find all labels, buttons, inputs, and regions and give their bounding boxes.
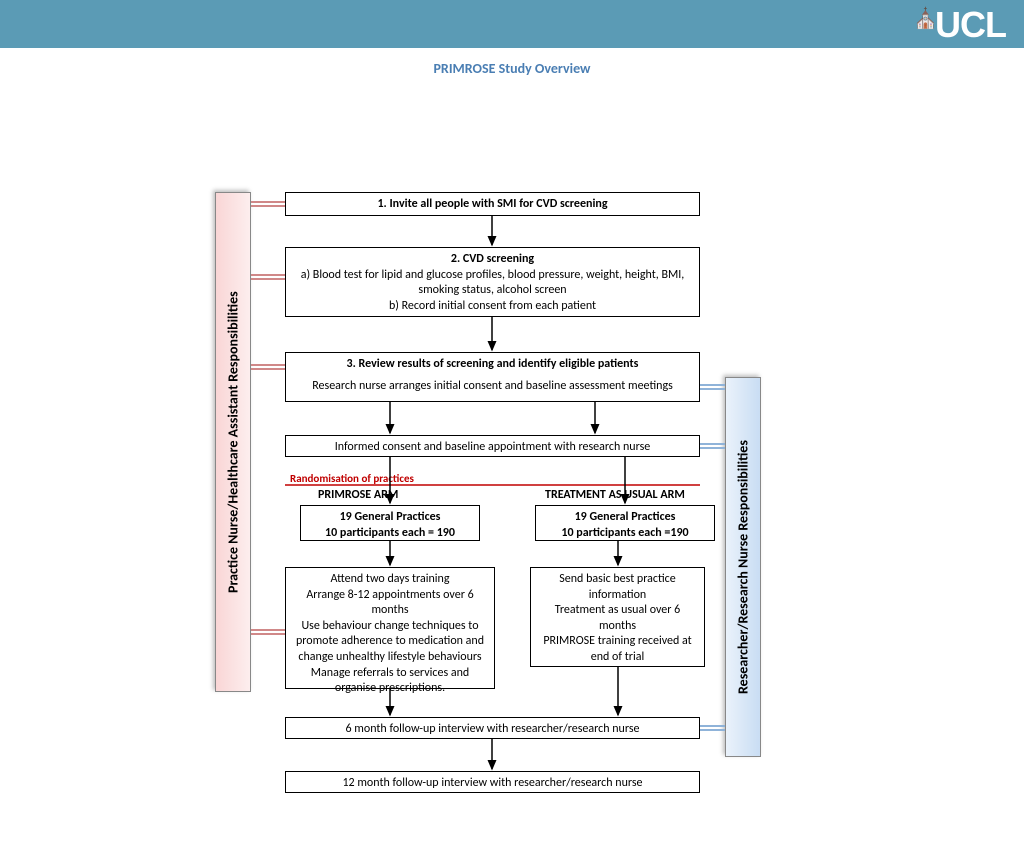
header-bar: ⛪UCL	[0, 0, 1024, 48]
page-title: PRIMROSE Study Overview	[0, 60, 1024, 77]
tau-arm-label: TREATMENT AS USUAL ARM	[545, 488, 685, 502]
primrose-arm-label: PRIMROSE ARM	[318, 488, 398, 502]
tau-practices: 19 General Practices 10 participants eac…	[535, 505, 715, 541]
ucl-logo: ⛪UCL	[913, 4, 1006, 46]
step-consent: Informed consent and baseline appointmen…	[285, 435, 700, 457]
left-sidebar-label: Practice Nurse/Healthcare Assistant Resp…	[215, 192, 251, 692]
flow-diagram: Practice Nurse/Healthcare Assistant Resp…	[0, 77, 1024, 777]
ucl-text: UCL	[935, 4, 1006, 45]
six-month-followup: 6 month follow-up interview with researc…	[285, 717, 700, 739]
step-2-screening: 2. CVD screening a) Blood test for lipid…	[285, 247, 700, 317]
twelve-month-followup: 12 month follow-up interview with resear…	[285, 771, 700, 793]
primrose-intervention: Attend two days trainingArrange 8-12 app…	[285, 567, 495, 689]
step-3-review: 3. Review results of screening and ident…	[285, 352, 700, 402]
step-1-invite: 1. Invite all people with SMI for CVD sc…	[285, 192, 700, 216]
right-sidebar-label: Researcher/Research Nurse Responsibiliti…	[725, 377, 761, 757]
tau-intervention: Send basic best practice informationTrea…	[530, 567, 705, 667]
randomisation-label: Randomisation of practices	[290, 472, 414, 485]
primrose-practices: 19 General Practices 10 participants eac…	[300, 505, 480, 541]
ucl-dome-icon: ⛪	[913, 6, 937, 31]
